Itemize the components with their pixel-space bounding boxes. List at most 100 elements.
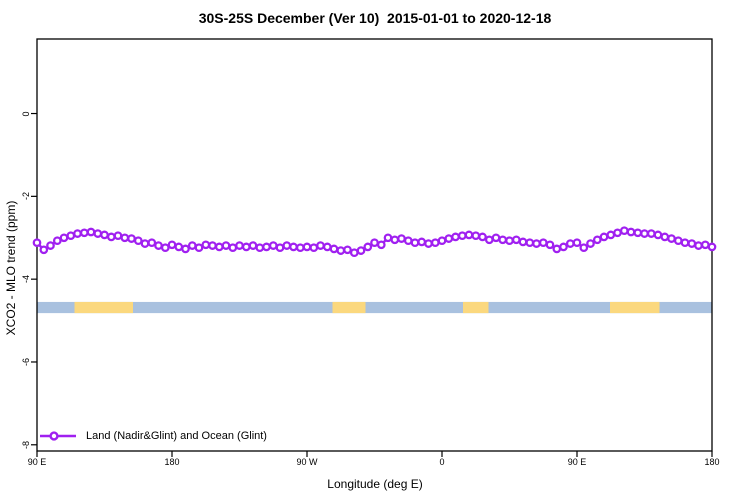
legend-item: Land (Nadir&Glint) and Ocean (Glint) (39, 429, 267, 443)
series-point-marker (471, 231, 481, 241)
x-tick-label: 180 (164, 457, 180, 467)
series-point-marker (525, 238, 535, 248)
series-point-marker (410, 238, 420, 248)
band-highlight-segment (332, 301, 366, 314)
x-axis-title: Longitude (deg E) (327, 477, 423, 491)
series-point-marker (397, 234, 406, 243)
series-point-marker (606, 230, 616, 240)
series-point-marker (133, 236, 143, 246)
series-point-marker (127, 234, 136, 243)
series-point-marker (538, 238, 548, 248)
x-tick-label: 90 E (567, 457, 587, 467)
series-point-marker (545, 240, 555, 250)
band-highlight-segment (610, 301, 660, 314)
series-point-marker (201, 240, 211, 250)
series-point-marker (586, 239, 595, 248)
legend-line-marker-icon (40, 431, 76, 441)
series-point-marker (289, 242, 298, 252)
legend-label: Land (Nadir&Glint) and Ocean (Glint) (86, 430, 267, 442)
series-point-marker (451, 232, 460, 242)
series-point-marker (532, 239, 541, 248)
series-point-marker (370, 238, 379, 248)
series-point-marker (680, 238, 690, 248)
y-tick-label: -2 (21, 192, 31, 201)
series-point-marker (174, 242, 184, 252)
series-point-marker (444, 234, 454, 243)
x-tick-label: 90 W (296, 457, 318, 467)
series-point-marker (565, 239, 575, 248)
series-point-marker (187, 241, 197, 250)
series-point-marker (66, 231, 76, 241)
series-point-marker (349, 248, 359, 258)
series-point-marker (579, 243, 589, 253)
series-point-marker (147, 238, 157, 248)
x-tick-label: 90 E (27, 457, 47, 467)
series-point-marker (255, 243, 265, 253)
series-point-marker (39, 245, 49, 255)
series-point-marker (167, 240, 177, 250)
series-point-marker (46, 241, 55, 250)
series-point-marker (417, 237, 427, 247)
series-point-marker (403, 236, 413, 246)
series-point-marker (235, 241, 244, 250)
series-point-marker (120, 233, 130, 243)
series-point-marker (181, 244, 190, 254)
series-point-marker (154, 241, 163, 250)
series-point-marker (640, 229, 649, 238)
series-point-marker (498, 235, 508, 245)
series-point-marker (356, 246, 366, 255)
series-point-marker (478, 232, 487, 242)
series-point-marker (687, 239, 697, 248)
series-point-marker (140, 239, 150, 248)
series-point-marker (572, 238, 582, 248)
series-point-marker (309, 243, 319, 253)
series-point-marker (208, 241, 217, 250)
series-point-marker (295, 243, 305, 253)
series-point-marker (194, 243, 204, 253)
series-point-marker (113, 231, 123, 241)
series-point-marker (505, 236, 514, 246)
series-point-marker (646, 229, 656, 238)
series-point-marker (160, 243, 170, 253)
series-point-marker (430, 238, 440, 248)
series-point-marker (491, 233, 501, 243)
series-point-marker (390, 235, 400, 245)
series-point-marker (79, 228, 89, 238)
series-point-marker (106, 232, 116, 242)
series-point-marker (700, 240, 710, 250)
series-point-marker (457, 231, 467, 241)
series-point-marker (228, 243, 238, 253)
series-point-marker (653, 230, 663, 240)
series-point-marker (52, 236, 62, 246)
series-point-marker (484, 235, 494, 245)
series-point-marker (376, 240, 386, 250)
band-highlight-segment (463, 301, 489, 314)
series-point-marker (214, 242, 224, 252)
series-point-marker (673, 236, 683, 246)
legend-circle-marker (49, 431, 59, 441)
series-point-marker (424, 239, 433, 248)
series-point-marker (667, 234, 676, 243)
series-point-marker (518, 237, 528, 247)
series-point-marker (599, 232, 609, 242)
series-point-marker (343, 245, 352, 255)
series-point-marker (268, 241, 278, 250)
series-point-marker (437, 236, 447, 246)
series-point-marker (100, 230, 109, 240)
series-point-marker (221, 241, 231, 250)
y-tick-label: 0 (21, 111, 31, 117)
band-highlight-segment (74, 301, 133, 314)
x-tick-label: 180 (704, 457, 720, 467)
series-point-marker (660, 232, 670, 242)
series-point-marker (707, 242, 717, 252)
series-point-marker (329, 244, 339, 254)
series-point-marker (592, 235, 602, 245)
series-point-marker (275, 243, 285, 253)
y-tick-label: -6 (21, 357, 31, 366)
series-point-marker (316, 241, 325, 250)
series-point-marker (552, 244, 562, 254)
series-point-marker (73, 229, 82, 238)
series-point-marker (241, 242, 251, 252)
